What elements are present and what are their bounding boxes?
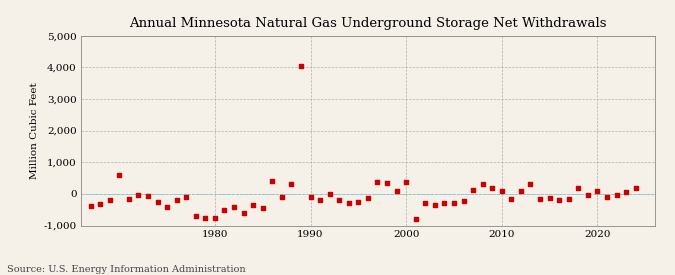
Point [181, 195, 192, 199]
Point [315, 198, 325, 202]
Point [535, 196, 545, 201]
Point [257, 206, 268, 210]
Point [554, 198, 564, 202]
Point [133, 192, 144, 197]
Point [85, 204, 96, 208]
Point [324, 191, 335, 196]
Title: Annual Minnesota Natural Gas Underground Storage Net Withdrawals: Annual Minnesota Natural Gas Underground… [129, 17, 607, 31]
Point [124, 196, 134, 201]
Point [229, 204, 240, 209]
Point [429, 203, 440, 207]
Point [477, 182, 488, 186]
Point [142, 194, 153, 198]
Point [611, 193, 622, 198]
Point [372, 179, 383, 184]
Point [583, 193, 593, 198]
Point [420, 201, 431, 205]
Point [104, 198, 115, 202]
Point [190, 214, 201, 218]
Point [305, 195, 316, 199]
Point [362, 196, 373, 200]
Point [516, 189, 526, 193]
Point [448, 201, 459, 205]
Point [200, 215, 211, 220]
Point [410, 217, 421, 221]
Point [487, 185, 497, 190]
Point [219, 207, 230, 212]
Point [95, 202, 105, 206]
Point [496, 189, 507, 193]
Point [152, 200, 163, 204]
Point [601, 195, 612, 199]
Point [458, 199, 469, 203]
Point [286, 182, 297, 186]
Point [392, 189, 402, 194]
Point [563, 196, 574, 201]
Point [353, 200, 364, 204]
Point [468, 188, 479, 192]
Y-axis label: Million Cubic Feet: Million Cubic Feet [30, 82, 39, 179]
Text: Source: U.S. Energy Information Administration: Source: U.S. Energy Information Administ… [7, 265, 246, 274]
Point [381, 181, 392, 185]
Point [162, 205, 173, 209]
Point [544, 196, 555, 200]
Point [506, 196, 517, 201]
Point [209, 215, 220, 220]
Point [630, 185, 641, 190]
Point [439, 201, 450, 205]
Point [171, 198, 182, 202]
Point [267, 178, 277, 183]
Point [114, 173, 125, 177]
Point [248, 203, 259, 207]
Point [573, 185, 584, 190]
Point [296, 64, 306, 68]
Point [238, 211, 249, 215]
Point [592, 189, 603, 193]
Point [344, 201, 354, 205]
Point [401, 180, 412, 184]
Point [621, 190, 632, 194]
Point [277, 195, 288, 199]
Point [333, 197, 344, 202]
Point [525, 182, 536, 186]
